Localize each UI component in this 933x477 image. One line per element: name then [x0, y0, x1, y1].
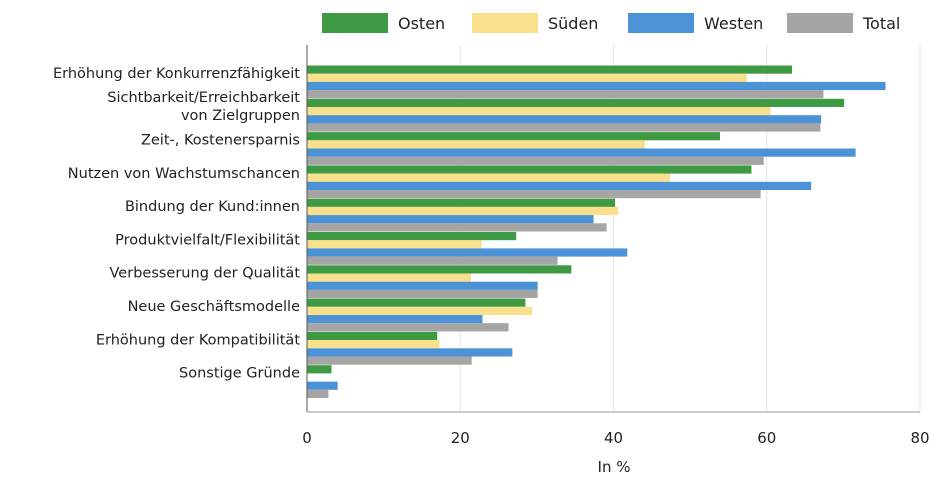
bar-süden [307, 107, 771, 116]
legend-swatch-westen [628, 13, 694, 33]
x-tick-labels: 0 20 40 60 80 [302, 429, 929, 447]
bar-westen [307, 81, 886, 91]
bar-osten [307, 232, 517, 241]
bar-total [307, 190, 761, 199]
bar-westen [307, 215, 594, 224]
bar-süden [307, 206, 619, 216]
bar-osten [307, 198, 616, 207]
x-tick-label: 0 [302, 429, 312, 447]
bar-westen [307, 281, 538, 290]
bar-osten [307, 331, 438, 341]
bar-total [307, 356, 472, 365]
bar-westen [307, 315, 483, 324]
category-label: Neue Geschäftsmodelle [128, 299, 301, 315]
bars [307, 65, 886, 398]
bar-westen [307, 381, 338, 390]
category-label: Verbesserung der Qualität [110, 266, 301, 282]
bar-süden [307, 306, 533, 315]
bar-süden [307, 240, 482, 249]
x-tick-label: 60 [757, 429, 776, 447]
bar-osten [307, 132, 721, 141]
category-label: Erhöhung der Konkurrenzfähigkeit [53, 66, 300, 82]
bar-westen [307, 115, 822, 124]
legend-label-osten: Osten [398, 14, 445, 33]
category-label: Sichtbarkeit/Erreichbarkeit [107, 90, 300, 106]
x-tick-label: 40 [604, 429, 623, 447]
bar-total [307, 123, 821, 132]
legend-swatch-osten [322, 13, 388, 33]
x-tick-label: 80 [910, 429, 929, 447]
bar-osten [307, 165, 752, 174]
category-labels: Erhöhung der Konkurrenzfähigkeit Sichtbar… [53, 66, 300, 382]
bar-total [307, 156, 764, 165]
legend-swatch-süden [472, 13, 538, 33]
bar-süden [307, 73, 747, 82]
bar-total [307, 389, 329, 398]
legend-label-total: Total [862, 14, 900, 33]
bar-westen [307, 181, 812, 190]
bar-total [307, 223, 607, 232]
category-label: Zeit-, Kostenersparnis [141, 133, 300, 149]
bar-total [307, 256, 558, 265]
bar-süden [307, 140, 645, 149]
bar-osten [307, 365, 332, 374]
bar-total [307, 323, 509, 332]
bar-osten [307, 98, 845, 107]
legend-label-westen: Westen [704, 14, 763, 33]
x-tick-label: 20 [451, 429, 470, 447]
category-label: Sonstige Gründe [179, 366, 300, 382]
bar-westen [307, 248, 628, 257]
bar-total [307, 289, 538, 299]
bar-osten [307, 298, 526, 307]
bar-süden [307, 340, 440, 349]
legend-label-süden: Süden [548, 14, 598, 33]
bar-osten [307, 265, 572, 274]
bar-süden [307, 273, 471, 282]
category-label: Bindung der Kund:innen [125, 199, 300, 215]
bar-westen [307, 148, 856, 157]
category-label: Nutzen von Wachstumschancen [68, 166, 300, 182]
x-axis-title: In % [598, 458, 631, 476]
legend: Osten Süden Westen Total [322, 13, 900, 33]
bar-total [307, 90, 824, 99]
category-label: von Zielgruppen [181, 108, 300, 124]
bar-osten [307, 65, 793, 74]
category-label: Erhöhung der Kompatibilität [96, 332, 300, 348]
bar-westen [307, 348, 513, 357]
legend-swatch-total [787, 13, 853, 33]
category-label: Produktvielfalt/Flexibilität [115, 232, 300, 248]
bar-süden [307, 173, 671, 182]
